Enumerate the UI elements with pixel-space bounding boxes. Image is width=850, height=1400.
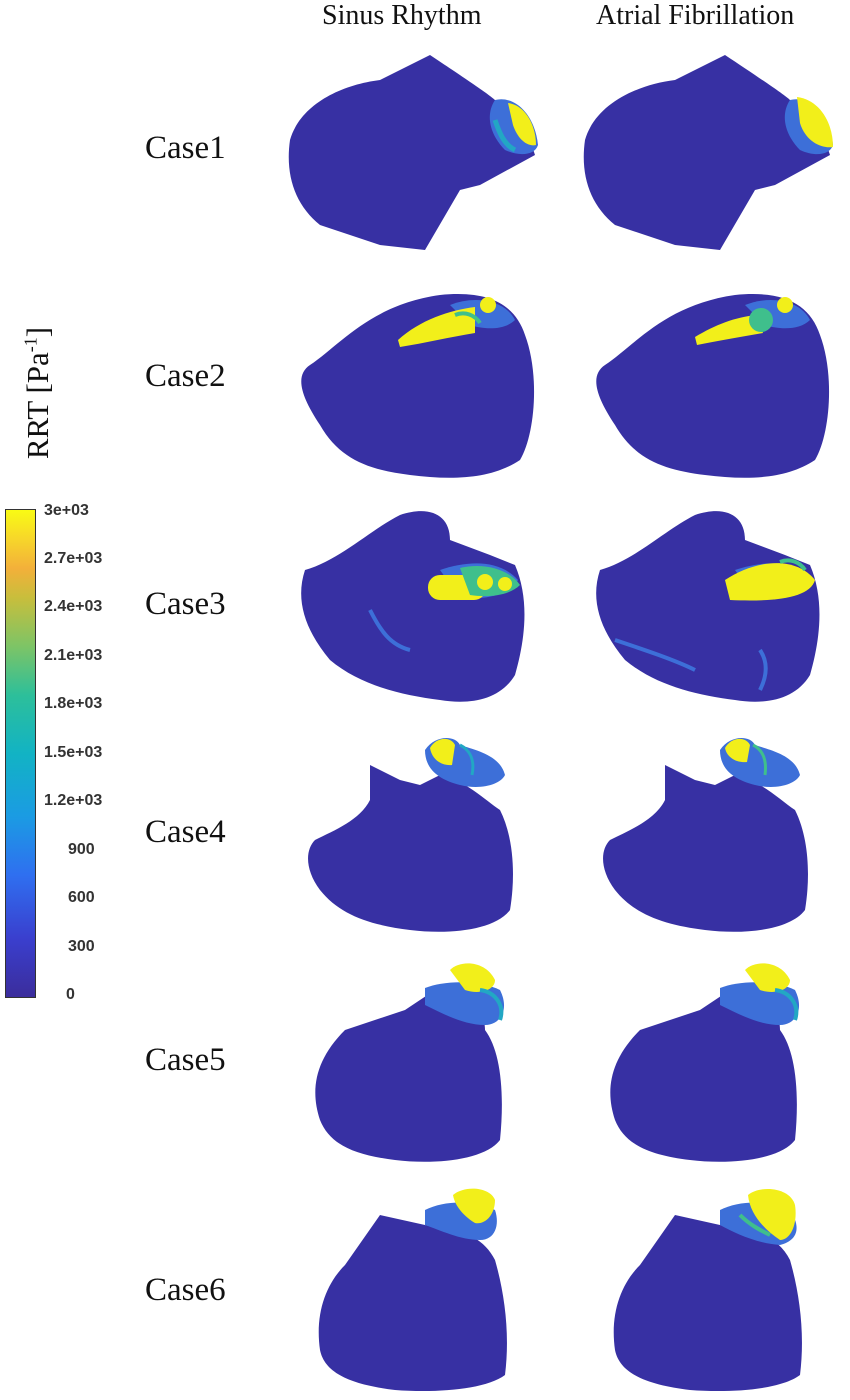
- colorbar: [5, 509, 36, 998]
- colorbar-tick: 600: [68, 889, 95, 906]
- colorbar-title: RRT [Pa-1]: [20, 326, 55, 460]
- case-label-3: Case3: [145, 586, 226, 622]
- colorbar-tick: 1.2e+03: [44, 792, 103, 809]
- colorbar-tick: 3e+03: [44, 502, 89, 519]
- atrium-map-case1-atrial-fibrillation: [575, 45, 845, 255]
- atrium-map-case4-sinus-rhythm: [300, 730, 570, 940]
- atrium-map-case5-atrial-fibrillation: [600, 960, 850, 1170]
- case-label-4: Case4: [145, 814, 226, 850]
- colorbar-tick: 0: [66, 986, 75, 1003]
- atrium-map-case1-sinus-rhythm: [280, 45, 550, 255]
- atrium-map-case3-sinus-rhythm: [290, 500, 560, 710]
- case-label-2: Case2: [145, 358, 226, 394]
- colorbar-tick: 2.1e+03: [44, 647, 103, 664]
- colorbar-tick: 1.5e+03: [44, 744, 103, 761]
- colorbar-tick: 1.8e+03: [44, 695, 103, 712]
- case-label-5: Case5: [145, 1042, 226, 1078]
- colorbar-tick: 2.4e+03: [44, 598, 103, 615]
- colorbar-tick: 300: [68, 938, 95, 955]
- atrium-map-case2-sinus-rhythm: [290, 275, 560, 485]
- column-header-sinus-rhythm: Sinus Rhythm: [322, 0, 482, 31]
- colorbar-tick: 900: [68, 841, 95, 858]
- atrium-map-case6-atrial-fibrillation: [600, 1185, 850, 1395]
- case-label-1: Case1: [145, 130, 226, 166]
- atrium-map-case6-sinus-rhythm: [305, 1185, 575, 1395]
- atrium-map-case5-sinus-rhythm: [305, 960, 575, 1170]
- atrium-map-case3-atrial-fibrillation: [585, 500, 850, 710]
- column-header-atrial-fibrillation: Atrial Fibrillation: [596, 0, 795, 31]
- colorbar-tick: 2.7e+03: [44, 550, 103, 567]
- atrium-map-case4-atrial-fibrillation: [595, 730, 850, 940]
- case-label-6: Case6: [145, 1272, 226, 1308]
- atrium-map-case2-atrial-fibrillation: [585, 275, 850, 485]
